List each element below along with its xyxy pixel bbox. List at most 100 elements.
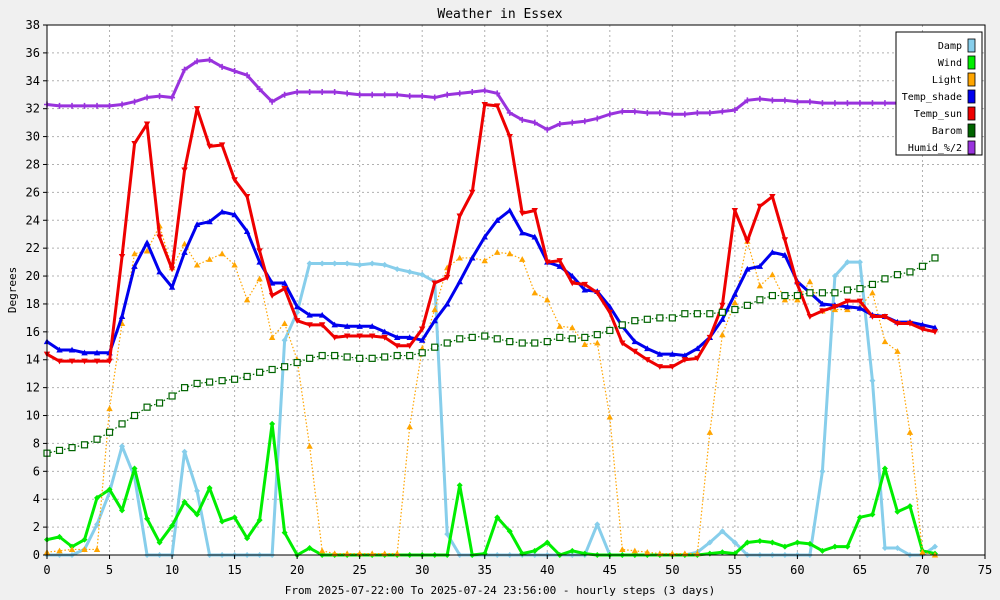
y-tick-label: 28 [26,157,40,171]
data-point-damp [331,260,338,267]
legend-swatch [967,140,976,155]
data-point-temp-sun [919,326,926,333]
legend-swatch [967,38,976,53]
data-point-temp-sun [368,333,376,340]
legend-label: Temp_shade [902,92,962,103]
data-point-temp-sun [756,203,764,210]
data-point-temp-shade [306,311,313,318]
series-light [43,222,939,558]
data-point-barom [343,353,351,361]
data-point-temp-sun [143,121,151,128]
data-point-temp-shade [218,208,226,215]
y-tick-label: 26 [26,185,40,199]
data-point-humid-2 [69,102,76,109]
data-point-barom [393,351,401,360]
x-tick-label: 0 [43,563,50,577]
data-point-barom [318,351,326,360]
data-point-damp [856,259,863,266]
series-barom [43,254,939,457]
y-tick-label: 22 [26,241,40,255]
data-point-humid-2 [181,66,188,73]
data-point-temp-sun [606,309,613,316]
data-point-humid-2 [694,109,701,116]
series-humid-2 [44,56,938,133]
data-point-humid-2 [881,100,888,107]
data-point-barom [818,289,827,297]
data-point-temp-sun [681,357,689,363]
data-point-temp-shade [243,228,251,234]
data-point-wind [119,507,126,514]
x-tick-label: 20 [290,563,304,577]
data-point-barom [431,343,439,351]
data-point-temp-shade [719,316,726,322]
data-point-temp-shade [531,233,538,240]
data-point-humid-2 [344,90,351,97]
data-point-humid-2 [756,95,763,102]
data-point-light [81,546,88,552]
data-point-temp-shade [469,254,476,261]
data-point-wind [894,508,901,515]
data-point-barom [218,377,226,385]
data-point-humid-2 [244,72,251,79]
data-point-temp-shade [56,346,63,353]
data-point-wind [256,517,263,524]
data-point-temp-shade [81,349,88,356]
x-tick-label: 10 [165,563,179,577]
data-point-light [206,256,213,262]
data-point-light [781,296,789,303]
data-point-temp-sun [343,333,351,340]
x-axis-title: From 2025-07-22:00 To 2025-07-24 23:56:0… [285,584,715,597]
data-point-wind [544,539,551,546]
data-point-temp-sun [706,334,714,341]
data-point-humid-2 [719,108,726,115]
data-point-barom [518,339,526,347]
data-point-light [906,429,914,435]
data-point-barom [356,354,364,362]
data-point-barom [68,444,76,452]
x-tick-label: 50 [665,563,679,577]
data-point-temp-shade [844,303,851,310]
data-point-light [106,405,113,412]
legend-label: Temp_sun [914,109,962,120]
data-point-light [481,257,488,264]
data-point-temp-sun [631,348,639,355]
data-point-temp-sun [794,281,801,288]
plot-area [47,25,985,555]
data-point-temp-sun [656,364,664,370]
data-point-humid-2 [819,100,826,107]
data-point-barom [843,286,852,294]
data-point-humid-2 [131,98,138,105]
data-point-temp-sun [131,140,138,147]
data-point-damp [381,261,388,268]
data-point-temp-sun [444,274,451,281]
data-point-wind [756,538,763,545]
data-point-damp [444,531,451,538]
data-point-wind [869,511,876,518]
data-point-temp-shade [744,265,751,272]
data-point-wind [494,514,501,521]
data-point-barom [606,326,614,335]
data-point-temp-sun [769,193,776,200]
grid [47,25,985,555]
data-point-temp-sun [506,134,513,140]
data-point-temp-sun [844,298,851,305]
data-point-barom [331,351,339,360]
data-point-barom [568,335,576,343]
data-point-wind [269,420,276,427]
x-tick-label: 40 [540,563,554,577]
data-point-wind [456,482,463,489]
data-point-temp-sun [881,313,889,320]
data-point-light [131,250,138,257]
data-point-barom [768,291,776,300]
data-point-barom [468,333,476,342]
data-point-temp-shade [331,321,338,328]
data-point-wind [106,486,113,493]
data-point-light [181,240,188,247]
x-tick-label: 35 [478,563,492,577]
data-point-barom [631,317,639,325]
data-point-barom [556,333,564,342]
data-point-humid-2 [356,91,363,98]
data-point-barom [831,289,839,297]
data-point-barom [443,339,451,347]
data-point-barom [456,335,464,343]
